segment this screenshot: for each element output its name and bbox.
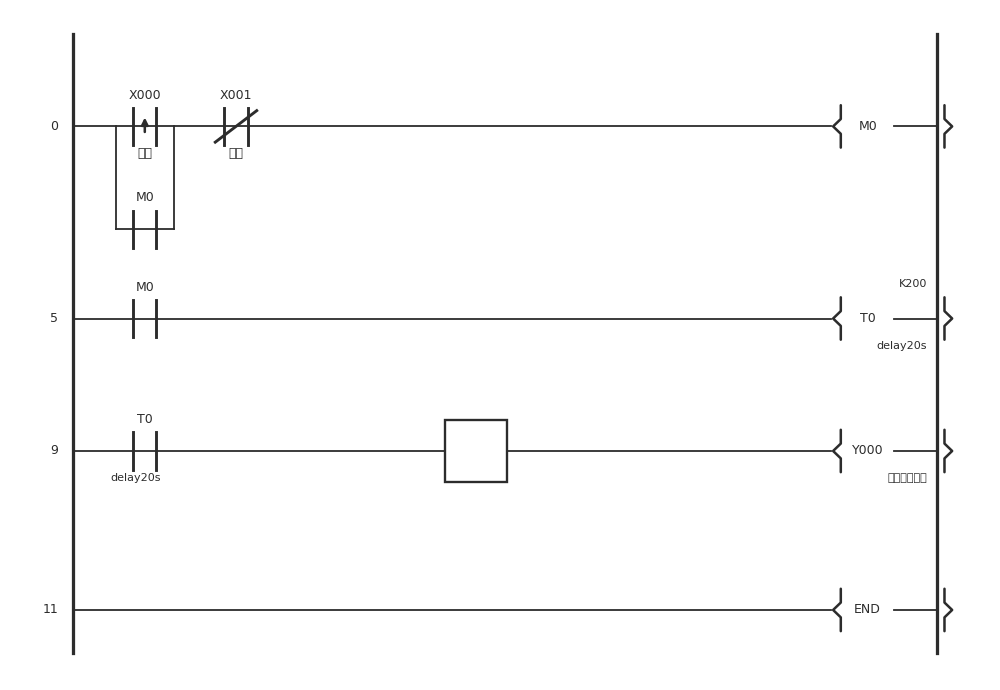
Text: T0: T0 xyxy=(137,413,153,426)
Text: K200: K200 xyxy=(899,279,927,288)
Bar xyxy=(445,420,507,482)
Text: 5: 5 xyxy=(50,312,58,325)
Text: 9: 9 xyxy=(51,444,58,457)
Text: 启动: 启动 xyxy=(137,147,152,160)
Text: X001: X001 xyxy=(220,88,252,101)
Text: T0: T0 xyxy=(860,312,876,325)
Text: 11: 11 xyxy=(43,604,58,616)
Text: 0: 0 xyxy=(50,120,58,133)
Text: M0: M0 xyxy=(858,120,877,133)
Text: delay20s: delay20s xyxy=(877,341,927,351)
Text: 高频开关电源: 高频开关电源 xyxy=(887,473,927,484)
Text: X000: X000 xyxy=(128,88,161,101)
Text: END: END xyxy=(854,604,881,616)
Text: M0: M0 xyxy=(135,191,154,204)
Text: 停止: 停止 xyxy=(228,147,244,160)
Text: Y000: Y000 xyxy=(852,444,883,457)
Text: delay20s: delay20s xyxy=(110,473,160,484)
Text: M0: M0 xyxy=(135,281,154,294)
